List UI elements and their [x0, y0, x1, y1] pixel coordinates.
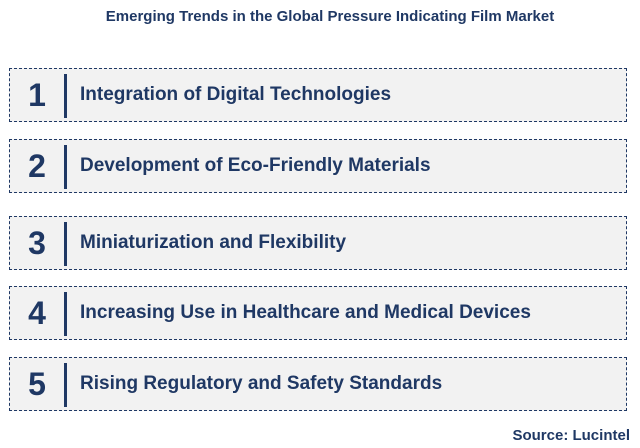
trend-number: 2 [28, 148, 46, 184]
title: Emerging Trends in the Global Pressure I… [105, 8, 555, 25]
trend-box: 4 Increasing Use in Healthcare and Medica… [9, 286, 627, 340]
trend-label: Increasing Use in Healthcare and Medical… [80, 302, 531, 323]
trend-number: 3 [28, 225, 46, 261]
trend-label: Rising Regulatory and Safety Standards [80, 373, 443, 394]
trend-box: 3 Miniaturization and Flexibility [9, 216, 627, 270]
source: Source: Lucintel [512, 427, 630, 444]
trend-box: 1 Integration of Digital Technologies [9, 68, 627, 122]
trend-box: 5 Rising Regulatory and Safety Standards [9, 357, 627, 411]
trend-number: 5 [28, 366, 46, 402]
divider [64, 222, 67, 266]
trend-label: Development of Eco-Friendly Materials [80, 155, 431, 176]
trend-number: 1 [28, 77, 46, 113]
trend-box: 2 Development of Eco-Friendly Materials [9, 139, 627, 193]
trend-label: Miniaturization and Flexibility [80, 232, 347, 253]
divider [64, 74, 67, 118]
trend-number: 4 [28, 295, 46, 331]
divider [64, 292, 67, 336]
divider [64, 145, 67, 189]
trend-label: Integration of Digital Technologies [80, 84, 392, 105]
divider [64, 363, 67, 407]
